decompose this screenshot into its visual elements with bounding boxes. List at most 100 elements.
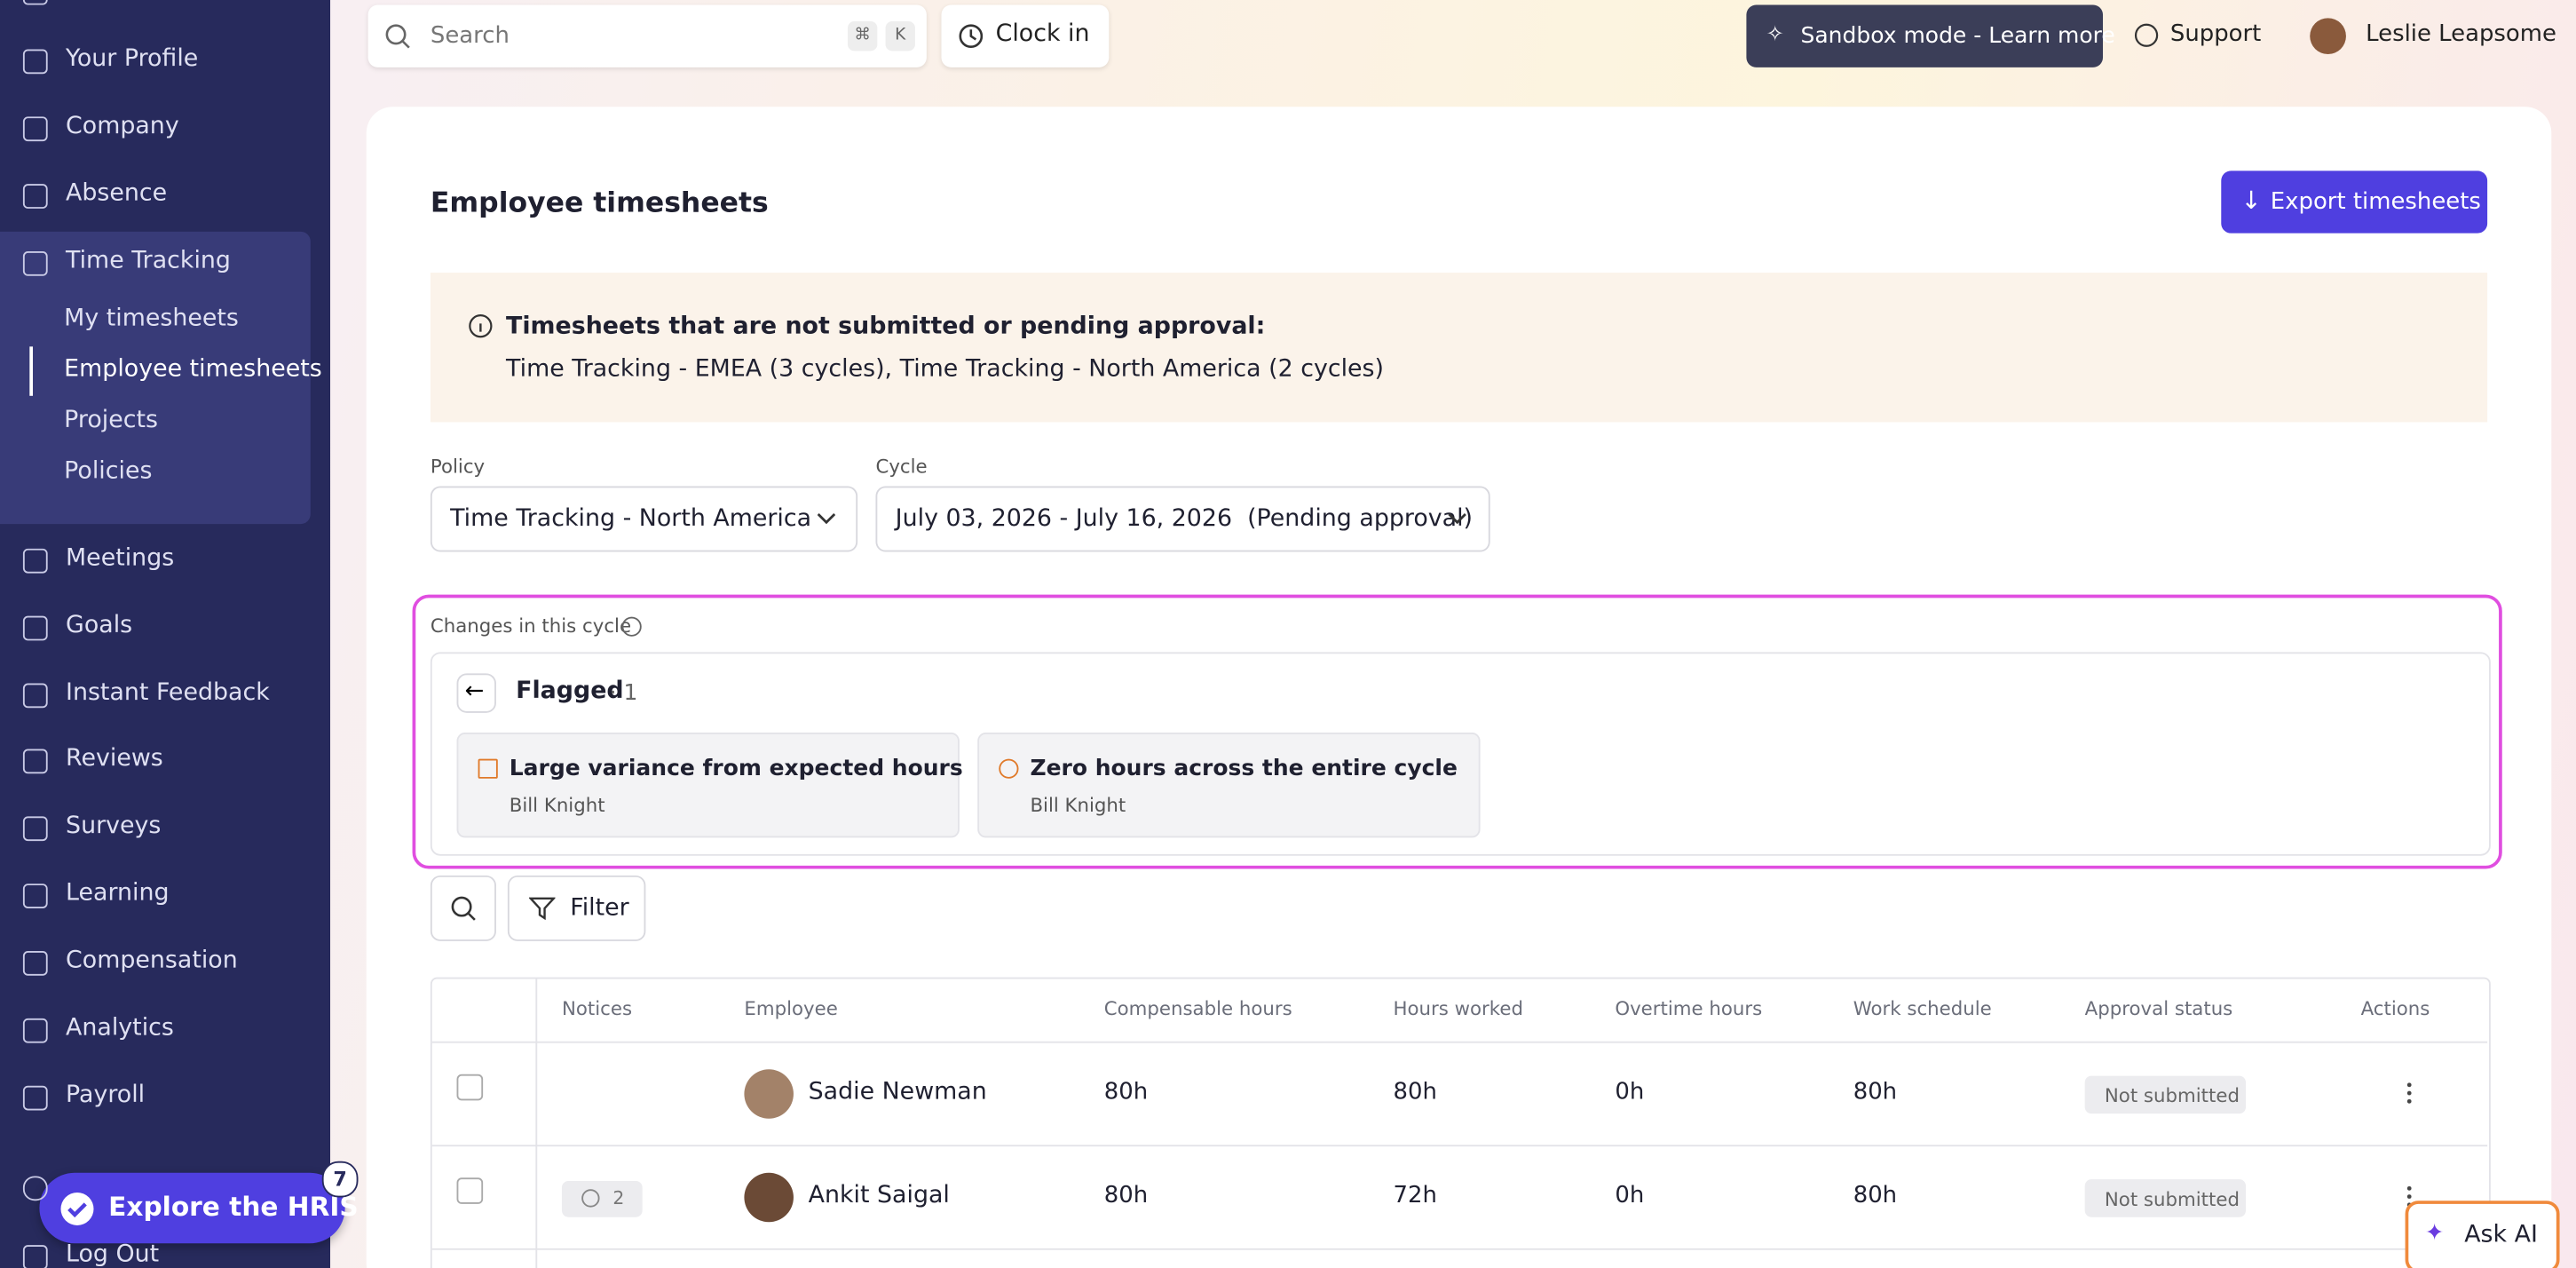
row-checkbox[interactable] [456,1177,484,1204]
row-actions[interactable] [2406,1081,2412,1105]
banner-title: Timesheets that are not submitted or pen… [506,313,1266,340]
clock-icon [959,24,984,49]
chevron [817,513,836,525]
flag-employee: Bill Knight [1030,793,1126,817]
ask-ai-button[interactable]: ✦ Ask AI [2405,1201,2560,1268]
nav-icon [22,116,48,142]
row-actions[interactable] [2406,1184,2412,1208]
column-header th: Overtime hours [1615,996,1763,1020]
logout[interactable]: Log Out [66,1241,160,1268]
search-box[interactable]: Search ⌘ K [367,4,927,67]
cell td: 72h [1393,1182,1437,1209]
nav-icon [22,615,48,641]
nav-item[interactable]: Company [66,113,179,140]
kbd: ⌘ [848,21,878,52]
export-label: Export timesheets [2270,188,2481,216]
nav-item[interactable]: Time Tracking [66,248,231,274]
cell td: 0h [1615,1079,1645,1106]
active-indicator [29,346,34,396]
arrow-icon: ↓ [2240,186,2262,216]
sandbox-label: Sandbox mode - Learn more [1800,22,2115,50]
employee-avatar [744,1069,794,1119]
search-button[interactable] [430,875,496,941]
arrow-icon: ← [464,678,485,705]
nav-icon [22,184,48,209]
back-button[interactable]: ← [456,673,496,713]
field-label: Policy [430,455,486,479]
filter-button[interactable]: Filter [507,875,646,941]
select-value: Time Tracking - North America [450,505,812,533]
export-button[interactable]: ↓ Export timesheets [2221,170,2488,234]
clock-in-button[interactable]: Clock in [941,4,1110,67]
sidebar: Explore the HRIS 7 Log Out Home Your Prof… [0,0,359,1268]
sparkle: ✦ [2424,1220,2445,1247]
status-label: Not submitted [2104,1187,2240,1211]
status-pill: Not submitted [2084,1179,2247,1217]
nav-item[interactable]: Meetings [66,545,175,572]
clock-in-label: Clock in [995,21,1090,48]
info-icon [469,314,493,338]
filter-label: Filter [570,895,629,922]
cycle-select[interactable]: July 03, 2026 - July 16, 2026 (Pending a… [875,486,1490,552]
support-link[interactable]: Support [2169,21,2262,48]
flag-icon [478,758,498,779]
cell td: 80h [1853,1182,1898,1209]
column-header th: Approval status [2084,996,2233,1020]
search-placeholder: Search [430,22,510,50]
status-label: Not submitted [2104,1083,2240,1107]
policy-select[interactable]: Time Tracking - North America [430,486,858,552]
check-icon [60,1192,94,1225]
employee-name td: Sadie Newman [808,1079,987,1106]
nav-item[interactable]: Absence [66,180,168,208]
column-header th: Notices [561,996,633,1020]
nav-item[interactable]: Instant Feedback [66,679,270,707]
nav-subitem[interactable]: My timesheets [64,305,239,332]
nav-subitem[interactable]: Policies [64,458,153,485]
table [430,977,2491,1268]
notice-badge: 2 [561,1181,643,1217]
column-header th: Actions [2360,996,2430,1020]
nav-subitem[interactable]: Employee timesheets [64,356,322,384]
kbd: K [885,21,915,52]
column-header th: Hours worked [1393,996,1523,1020]
filter-icon [528,897,556,920]
nav-item[interactable]: Surveys [66,812,162,840]
changes-label: Changes in this cycle [430,614,632,638]
banner: Timesheets that are not submitted or pen… [430,273,2488,423]
nav-item[interactable]: Analytics [66,1015,174,1042]
notice-icon [581,1189,600,1208]
column-header th: Compensable hours [1103,996,1292,1020]
status-pill: Not submitted [2084,1075,2247,1114]
row-divider [431,1145,2488,1147]
banner-text: Time Tracking - EMEA (3 cycles), Time Tr… [506,356,1385,384]
nav-item[interactable]: Payroll [66,1082,146,1109]
flag-card[interactable]: Zero hours across the entire cycle Bill K… [977,733,1481,838]
search-icon [451,896,476,921]
explore-button[interactable]: Explore the HRIS [39,1172,359,1244]
flag-icon [999,758,1019,779]
row-checkbox[interactable] [456,1074,484,1101]
nav-subitem[interactable]: Projects [64,407,158,434]
header-divider [431,1041,2488,1043]
user-name[interactable]: Leslie Leapsome [2366,21,2556,48]
nav-item[interactable]: Compensation [66,947,238,974]
flag-title: Large variance from expected hours [509,755,963,782]
nav-group [0,231,311,525]
nav-icon [22,1018,48,1043]
nav-icon [22,49,48,75]
nav-icon [22,1245,48,1268]
flag-card[interactable]: Large variance from expected hours Bill K… [456,733,963,838]
nav-icon [22,1085,48,1111]
sandbox-button[interactable]: ✧ Sandbox mode - Learn more [1746,4,2115,67]
nav-item[interactable]: Home [66,0,136,4]
nav-item[interactable]: Learning [66,880,170,907]
column-divider [535,979,538,1268]
cell td: 80h [1853,1079,1898,1106]
nav-item[interactable]: Goals [66,612,133,639]
nav-icon [22,816,48,842]
nav-item[interactable]: Reviews [66,745,163,773]
nav-item[interactable]: Your Profile [66,45,199,73]
flagged-title: Flagged [516,678,624,705]
